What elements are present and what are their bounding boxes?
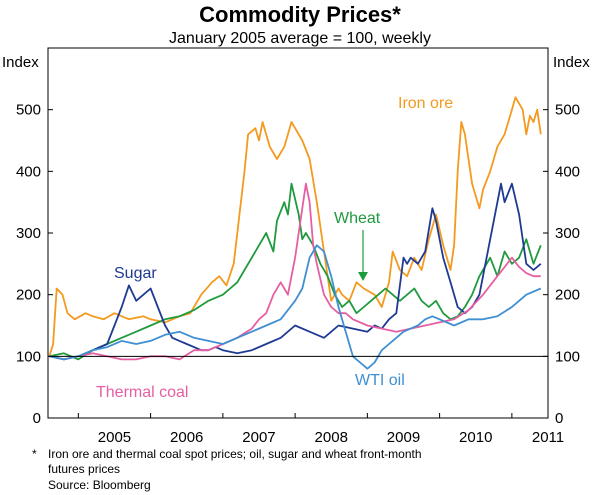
y-ticks-right: 0 100 200 300 400 500 bbox=[543, 102, 580, 427]
label-wheat: Wheat bbox=[334, 210, 381, 227]
y-tick-label-right: 0 bbox=[555, 410, 563, 427]
series-group bbox=[48, 96, 542, 370]
series-line-wheat bbox=[49, 182, 542, 361]
y-tick-label-left: 400 bbox=[16, 163, 41, 180]
series-line-sugar bbox=[49, 182, 542, 361]
y-tick-label-left: 300 bbox=[16, 225, 41, 242]
x-tick-label: 2005 bbox=[98, 429, 131, 446]
source-note: Source: Bloomberg bbox=[48, 478, 151, 492]
x-tick-label: 2007 bbox=[242, 429, 275, 446]
x-tick-label: 2010 bbox=[459, 429, 492, 446]
footnote-line-1: Iron ore and thermal coal spot prices; o… bbox=[48, 447, 422, 461]
y-tick-label-right: 300 bbox=[555, 225, 580, 242]
footnote-marker: * bbox=[32, 447, 37, 461]
x-tick-label: 2009 bbox=[387, 429, 420, 446]
series-line-iron-ore bbox=[48, 96, 542, 357]
series-line-wti-oil bbox=[49, 244, 542, 370]
y-axis-label-left: Index bbox=[2, 54, 39, 71]
label-thermal-coal: Thermal coal bbox=[96, 384, 188, 401]
y-tick-label-left: 500 bbox=[16, 102, 41, 119]
chart-title: Commodity Prices* bbox=[199, 2, 401, 27]
x-tick-label: 2011 bbox=[532, 429, 564, 446]
y-tick-label-right: 400 bbox=[555, 163, 580, 180]
y-axis-label-right: Index bbox=[553, 54, 590, 71]
y-tick-label-right: 200 bbox=[555, 287, 580, 304]
x-tick-label: 2006 bbox=[170, 429, 203, 446]
y-tick-label-left: 0 bbox=[33, 410, 41, 427]
x-ticks: 2005 2006 2007 2008 2009 2010 2011 bbox=[77, 413, 564, 446]
chart-subtitle: January 2005 average = 100, weekly bbox=[169, 30, 431, 47]
label-wti-oil: WTI oil bbox=[355, 372, 405, 389]
footnote-line-2: futures prices bbox=[48, 462, 121, 476]
y-tick-label-left: 100 bbox=[16, 348, 41, 365]
label-iron-ore: Iron ore bbox=[398, 95, 453, 112]
y-ticks-left: 0 100 200 300 400 500 bbox=[16, 102, 53, 427]
label-sugar: Sugar bbox=[114, 265, 157, 282]
plot-frame bbox=[47, 47, 549, 419]
y-tick-label-left: 200 bbox=[16, 287, 41, 304]
y-tick-label-right: 100 bbox=[555, 348, 580, 365]
x-tick-label: 2008 bbox=[315, 429, 348, 446]
y-tick-label-right: 500 bbox=[555, 102, 580, 119]
footnote: * Iron ore and thermal coal spot prices;… bbox=[32, 447, 468, 477]
wheat-arrow bbox=[358, 230, 368, 281]
